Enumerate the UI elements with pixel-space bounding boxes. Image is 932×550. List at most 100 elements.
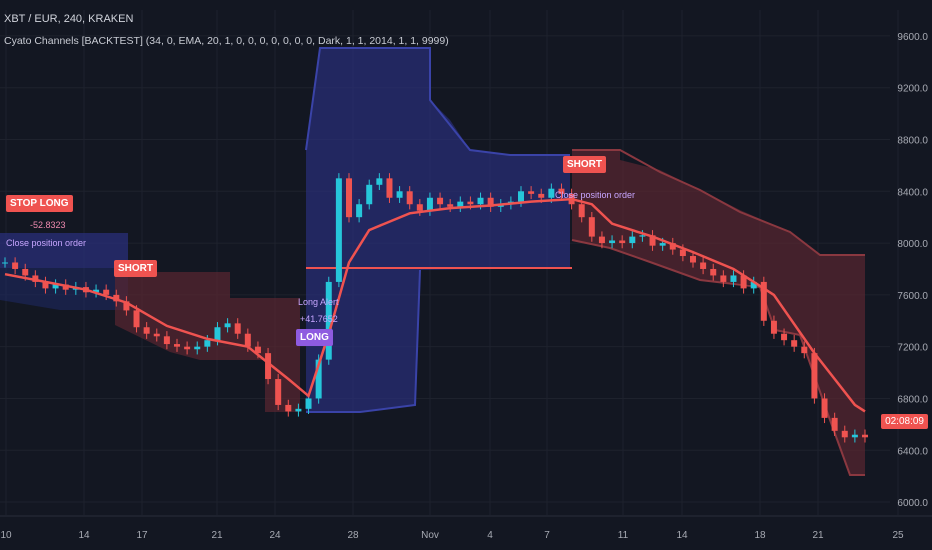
candle-body	[184, 346, 191, 350]
long-alert-note: Long Alert	[298, 297, 339, 307]
y-axis: 9600.0 9200.0 8800.0 8400.0 8000.0 7600.0 7200…	[897, 32, 928, 509]
candle-body	[851, 434, 858, 438]
x-tick-label: 24	[269, 530, 281, 541]
y-tick-label: 8800.0	[897, 135, 928, 146]
channel-band-blue-main	[306, 48, 570, 412]
candle-body	[194, 346, 201, 350]
candle-body	[376, 178, 383, 185]
candle-body	[690, 256, 696, 263]
candle-body	[841, 430, 848, 438]
candle-body	[598, 236, 605, 244]
candle-body	[346, 178, 352, 218]
long-profit-note: +41.7652	[300, 314, 338, 324]
candle-body	[639, 235, 646, 237]
channel-lower-line-red	[571, 239, 865, 476]
candle-body	[315, 359, 322, 399]
candle-body	[366, 184, 373, 205]
candle-body	[174, 344, 180, 347]
candle-body	[477, 197, 484, 205]
candle-body	[791, 340, 798, 347]
x-tick-label: 21	[812, 530, 824, 541]
candle-body	[123, 301, 130, 311]
candle-body	[62, 284, 69, 290]
candle-body	[275, 379, 282, 405]
candle-body	[609, 240, 616, 244]
x-axis: 10 14 17 21 24 28 Nov 4 7 11 14 18 21 25	[0, 530, 904, 541]
ema-line	[4, 197, 866, 413]
candle-body	[528, 191, 535, 194]
candle-body	[679, 249, 686, 257]
candle-body	[204, 340, 211, 347]
candle-body	[12, 262, 19, 269]
candle-body	[659, 243, 666, 246]
y-tick-label: 8400.0	[897, 187, 928, 198]
x-tick-label: 28	[347, 530, 359, 541]
indicator-title: Cyato Channels [BACKTEST] (34, 0, EMA, 2…	[4, 35, 449, 47]
candle-body	[325, 281, 332, 360]
candle-body	[862, 434, 868, 438]
candle-body	[52, 284, 59, 289]
stop-long-label: STOP LONG	[6, 195, 73, 212]
candle-body	[487, 197, 494, 207]
candle-body	[669, 243, 676, 250]
candle-body	[437, 197, 444, 205]
x-tick-label: 25	[892, 530, 904, 541]
candle-body	[163, 336, 170, 345]
candle-body	[244, 333, 251, 347]
candle-body	[801, 346, 808, 354]
candle-body	[133, 310, 140, 328]
x-tick-label: 14	[676, 530, 688, 541]
candle-body	[42, 281, 49, 289]
candle-body	[518, 191, 524, 202]
candle-body	[558, 188, 565, 194]
candle-body	[22, 268, 29, 276]
candle-body	[548, 188, 555, 198]
candle-body	[821, 398, 828, 418]
candle-body	[700, 262, 707, 269]
y-tick-label: 9200.0	[897, 84, 928, 95]
x-tick-label: 21	[211, 530, 223, 541]
short-label-2: SHORT	[563, 156, 606, 173]
candle-body	[285, 404, 292, 412]
candle-body	[386, 178, 393, 198]
candle-body	[811, 353, 818, 399]
candle-body	[649, 235, 656, 246]
y-tick-label: 6400.0	[897, 446, 928, 457]
channel-upper-line	[305, 47, 570, 156]
candle-body	[406, 191, 413, 205]
candle-body	[356, 204, 363, 218]
candle-body	[265, 353, 272, 380]
close-position-note-1: Close position order	[6, 238, 87, 248]
y-tick-label: 8000.0	[897, 239, 928, 250]
y-tick-label: 6800.0	[897, 394, 928, 405]
candle-body	[760, 281, 767, 321]
stop-long-value: -52.8323	[30, 220, 66, 230]
candle-body	[214, 327, 221, 341]
channel-band-red-right	[572, 150, 865, 475]
candle-body	[295, 408, 302, 412]
candle-body	[629, 236, 636, 244]
candle-body	[103, 289, 110, 295]
x-tick-label: 7	[544, 530, 550, 541]
candle-body	[781, 333, 788, 341]
candle-body	[740, 275, 747, 289]
candle-body	[32, 275, 39, 282]
candle-body	[416, 204, 423, 211]
y-tick-label: 7200.0	[897, 343, 928, 354]
candle-body	[619, 240, 626, 244]
candle-body	[720, 275, 727, 282]
candle-body	[153, 333, 160, 337]
candles	[2, 173, 868, 443]
candle-body	[426, 197, 433, 211]
last-price-label: 02:08:09	[881, 414, 928, 429]
channel-lower-line	[306, 269, 421, 413]
candle-body	[750, 281, 757, 289]
y-tick-label: 6000.0	[897, 498, 928, 509]
close-position-note-2: Close position order	[555, 190, 636, 200]
long-label: LONG	[296, 329, 333, 346]
channel-upper-line-red	[572, 149, 865, 256]
x-tick-label: 10	[0, 530, 12, 541]
candle-body	[457, 201, 464, 207]
y-tick-label: 9600.0	[897, 32, 928, 43]
